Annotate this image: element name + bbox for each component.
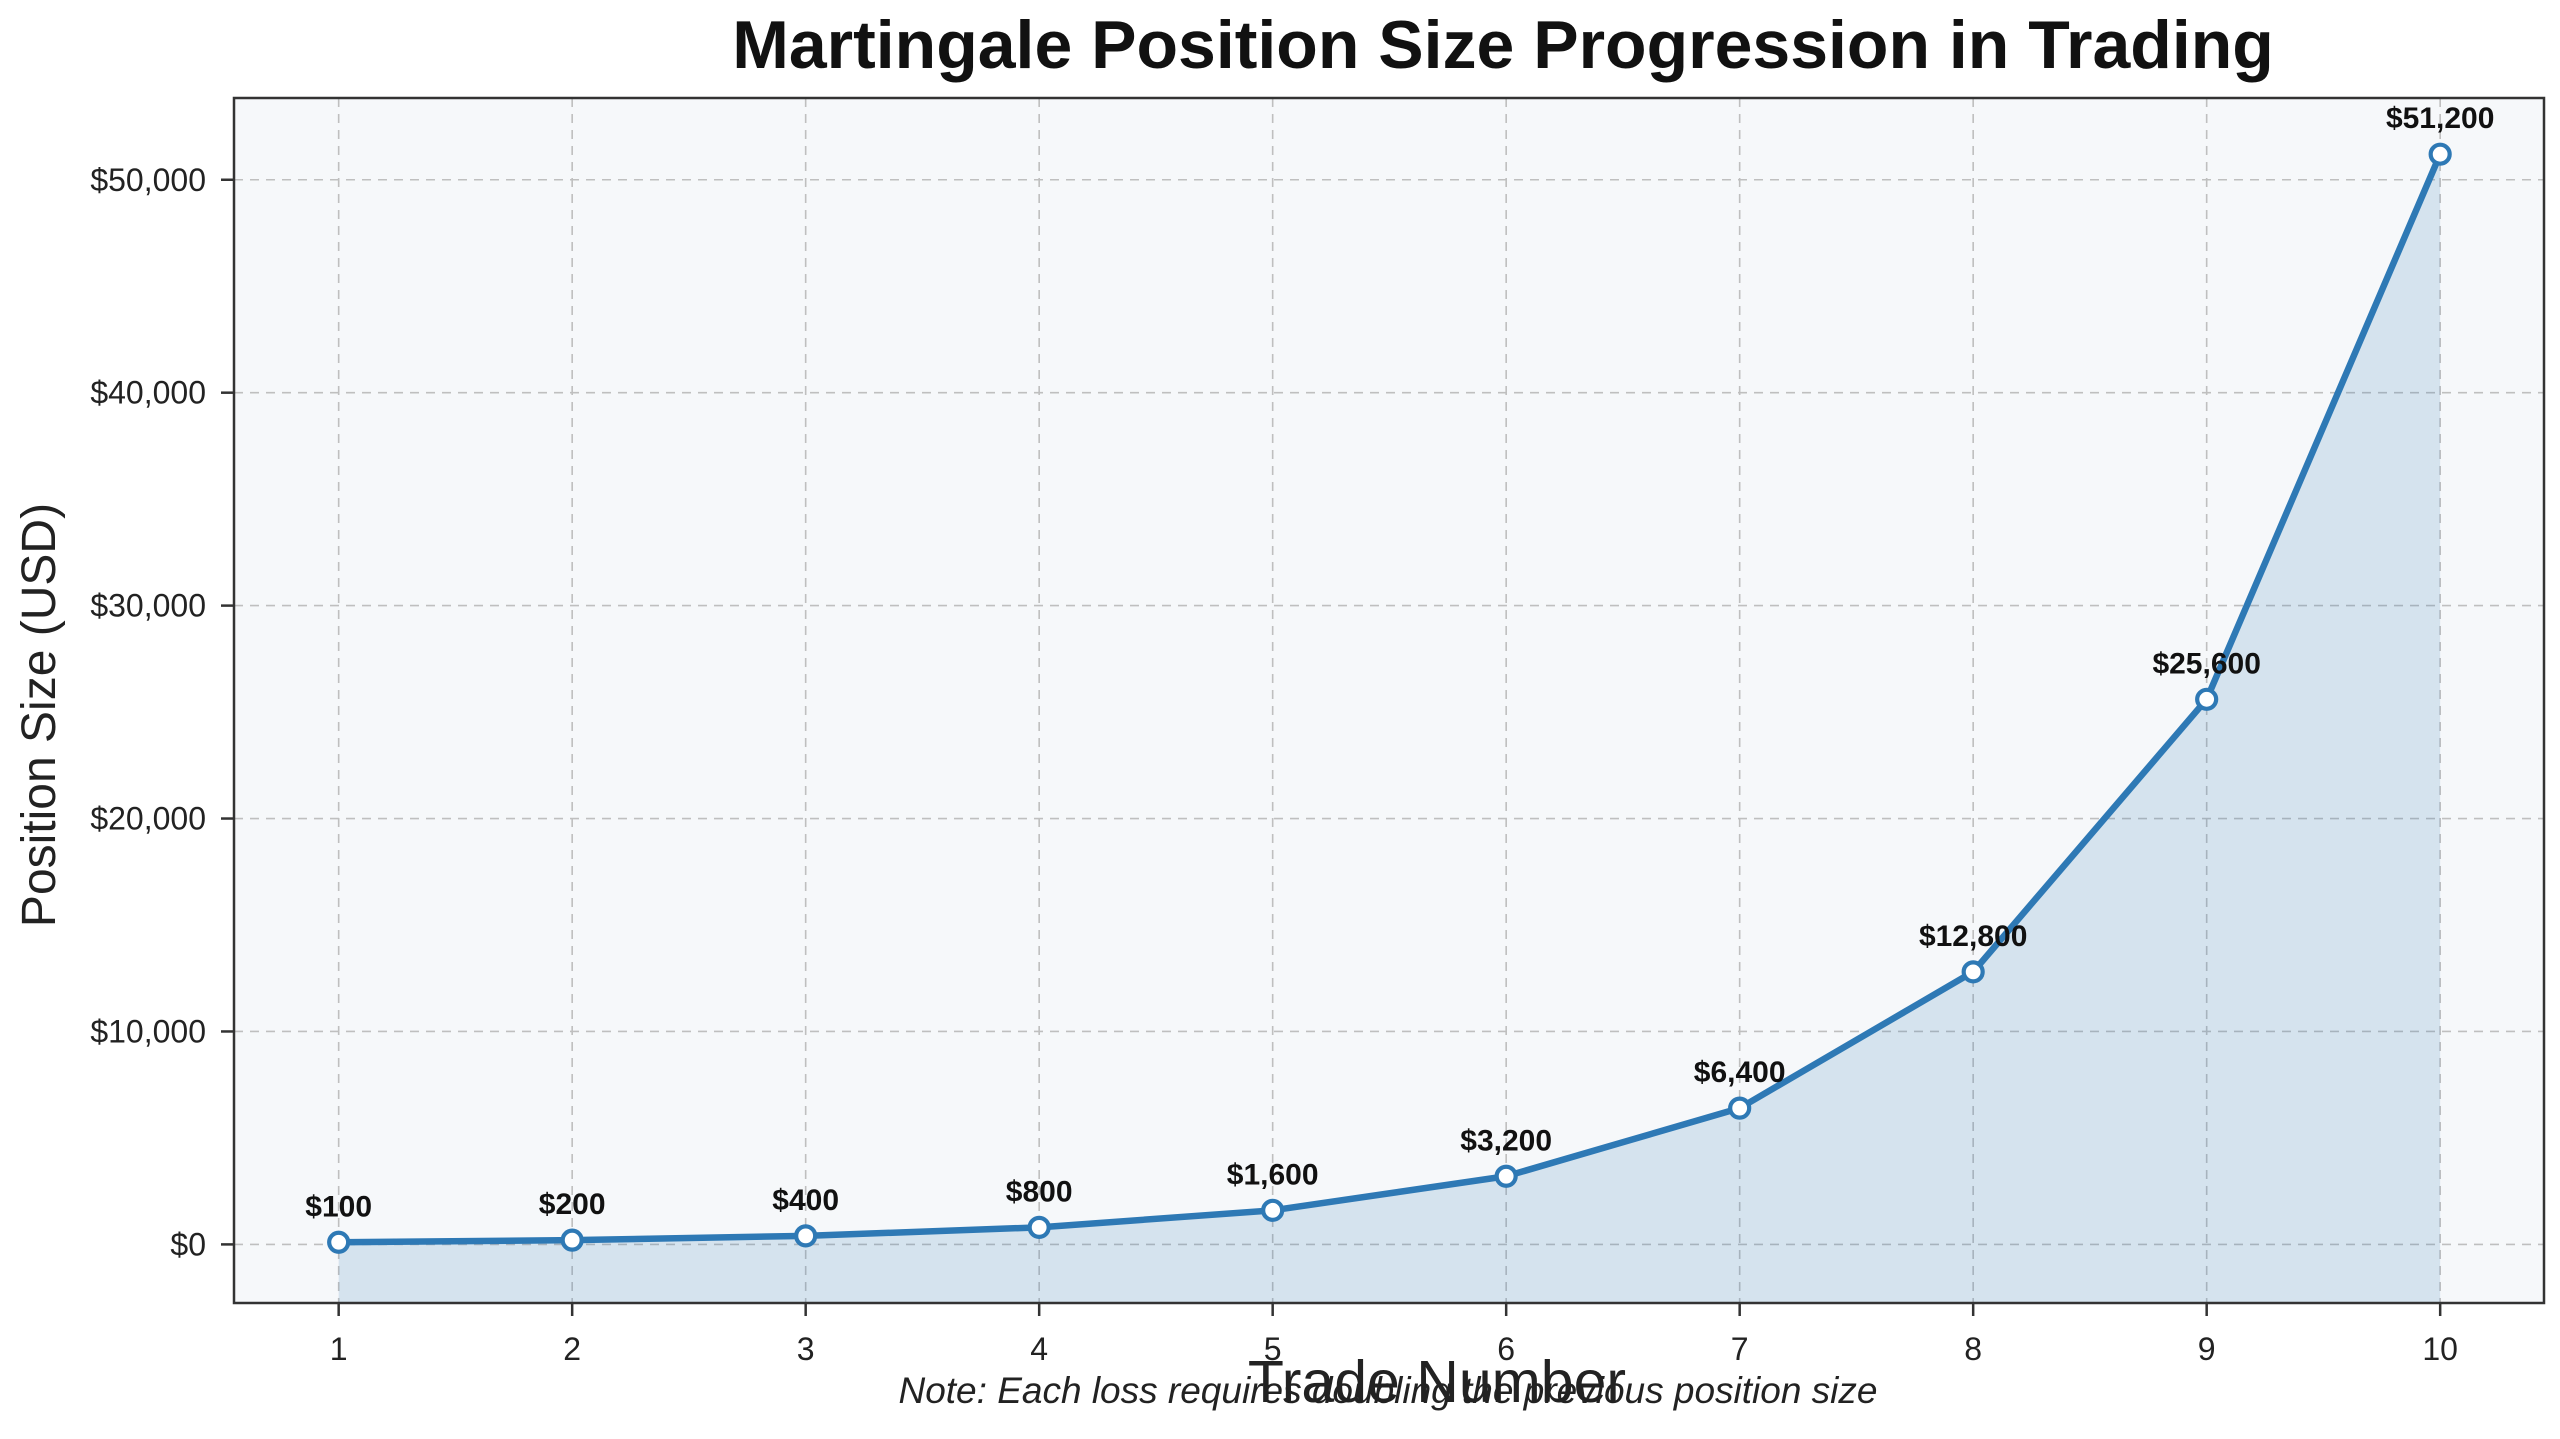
- svg-text:3: 3: [797, 1331, 815, 1367]
- svg-text:$0: $0: [170, 1226, 206, 1262]
- svg-text:$6,400: $6,400: [1694, 1056, 1786, 1089]
- svg-text:4: 4: [1030, 1331, 1048, 1367]
- svg-text:$12,800: $12,800: [1919, 920, 2027, 953]
- svg-text:$25,600: $25,600: [2152, 647, 2260, 680]
- svg-text:7: 7: [1731, 1331, 1749, 1367]
- svg-text:10: 10: [2422, 1331, 2458, 1367]
- svg-text:$100: $100: [305, 1190, 372, 1223]
- svg-text:Martingale Position Size Progr: Martingale Position Size Progression in …: [732, 7, 2274, 83]
- svg-text:$3,200: $3,200: [1460, 1124, 1552, 1157]
- svg-text:1: 1: [330, 1331, 348, 1367]
- svg-text:$30,000: $30,000: [90, 588, 206, 624]
- svg-text:$20,000: $20,000: [90, 801, 206, 837]
- svg-text:$50,000: $50,000: [90, 162, 206, 198]
- svg-text:Note: Each loss requires doubl: Note: Each loss requires doubling the pr…: [898, 1370, 1877, 1411]
- svg-text:Position Size (USD): Position Size (USD): [13, 503, 66, 927]
- svg-text:8: 8: [1964, 1331, 1982, 1367]
- svg-text:$1,600: $1,600: [1227, 1158, 1319, 1191]
- svg-text:9: 9: [2198, 1331, 2216, 1367]
- svg-text:$40,000: $40,000: [90, 375, 206, 411]
- svg-text:$400: $400: [772, 1184, 839, 1217]
- svg-text:2: 2: [563, 1331, 581, 1367]
- svg-text:$10,000: $10,000: [90, 1013, 206, 1049]
- svg-text:$51,200: $51,200: [2386, 102, 2494, 135]
- svg-text:$800: $800: [1006, 1175, 1073, 1208]
- svg-text:$200: $200: [539, 1188, 606, 1221]
